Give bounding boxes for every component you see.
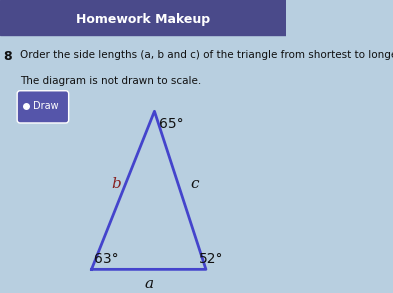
Bar	[0, 0, 286, 35]
Text: 63°: 63°	[94, 252, 119, 266]
Text: c: c	[190, 178, 199, 191]
Text: The diagram is not drawn to scale.: The diagram is not drawn to scale.	[20, 76, 201, 86]
Text: 8: 8	[3, 50, 11, 63]
Text: b: b	[111, 178, 121, 191]
Text: 52°: 52°	[199, 252, 223, 266]
Text: Order the side lengths (a, b and c) of the triangle from shortest to longest.: Order the side lengths (a, b and c) of t…	[20, 50, 393, 60]
Text: 65°: 65°	[159, 117, 184, 132]
Text: a: a	[144, 277, 153, 291]
FancyBboxPatch shape	[17, 91, 69, 123]
Text: Draw: Draw	[33, 101, 59, 111]
Text: Homework Makeup: Homework Makeup	[76, 13, 210, 25]
